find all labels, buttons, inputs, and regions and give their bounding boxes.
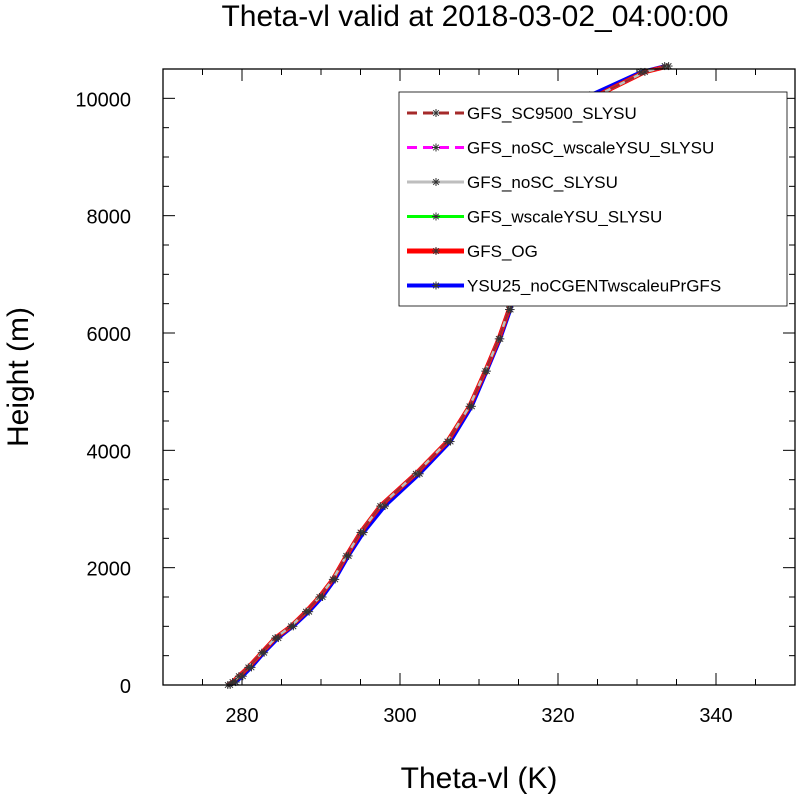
y-axis-label: Height (m) [2,307,35,447]
x-tick-label: 280 [225,705,258,727]
y-tick-label: 8000 [87,207,132,229]
series-1-marker [244,663,253,672]
series-1-marker [257,648,266,657]
y-tick-label: 6000 [87,324,132,346]
legend-marker [432,178,440,186]
legend-marker [432,143,440,152]
y-tick-label: 10000 [75,89,131,111]
legend-entry: GFS_noSC_SLYSU [407,173,618,192]
legend-label: YSU25_noCGENTwscaleuPrGFS [467,277,721,296]
legend-box [398,91,788,307]
legend-marker [432,247,440,255]
series-1-marker [328,575,337,584]
legend-label: GFS_SC9500_SLYSU [467,104,637,123]
series-6-marker [380,502,389,511]
series-1-marker [315,593,324,601]
legend-marker [432,212,440,221]
x-tick-label: 320 [541,705,574,727]
series-1-marker [301,607,310,616]
series-1-marker [271,634,280,643]
legend-entry: YSU25_noCGENTwscaleuPrGFS [407,277,721,296]
legend-label: GFS_noSC_wscaleYSU_SLYSU [467,139,714,158]
legend-marker [432,281,440,290]
series-1-marker [481,367,490,376]
y-tick-label: 2000 [87,559,132,581]
plot-frame [162,68,796,686]
series-1-marker [286,622,295,631]
axis-ticks: 280 300 320 340 0 2000 4000 6000 8000 10000 [75,68,796,727]
chart-title: Theta-vl valid at 2018-03-02_04:00:00 [221,0,728,33]
x-axis-label: Theta-vl (K) [401,762,558,795]
legend-label: GFS_OG [467,242,538,261]
legend-entry: GFS_wscaleYSU_SLYSU [407,208,662,227]
legend-entry: GFS_OG [407,242,538,261]
legend: GFS_SC9500_SLYSU GFS_noSC_wscaleYSU_SLYSU… [398,91,788,307]
series-1-marker [505,305,514,314]
legend-label: GFS_noSC_SLYSU [467,173,618,192]
series-1-marker [465,402,474,411]
y-tick-label: 0 [120,676,131,698]
x-tick-label: 300 [383,705,416,727]
series-1-marker [356,528,365,537]
legend-entry: GFS_SC9500_SLYSU [407,104,637,123]
series-1-marker [494,334,503,343]
series-1-marker [411,469,420,478]
legend-marker [432,109,440,117]
legend-entry: GFS_noSC_wscaleYSU_SLYSU [407,139,714,158]
series-1-marker [234,672,243,681]
series-1-marker [376,502,385,511]
legend-label: GFS_wscaleYSU_SLYSU [467,208,662,227]
y-tick-label: 4000 [87,441,132,463]
series-1-marker [443,437,452,446]
x-tick-label: 340 [699,705,732,727]
series-1-marker [342,551,351,560]
